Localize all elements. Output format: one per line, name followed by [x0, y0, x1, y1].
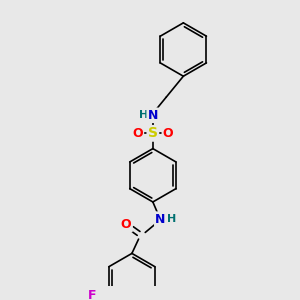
Text: O: O	[163, 127, 173, 140]
Text: S: S	[148, 126, 158, 140]
Text: O: O	[132, 127, 143, 140]
Text: H: H	[167, 214, 176, 224]
Text: N: N	[148, 109, 158, 122]
Text: O: O	[121, 218, 131, 231]
Text: H: H	[139, 110, 148, 120]
Text: N: N	[155, 213, 166, 226]
Text: F: F	[87, 289, 96, 300]
